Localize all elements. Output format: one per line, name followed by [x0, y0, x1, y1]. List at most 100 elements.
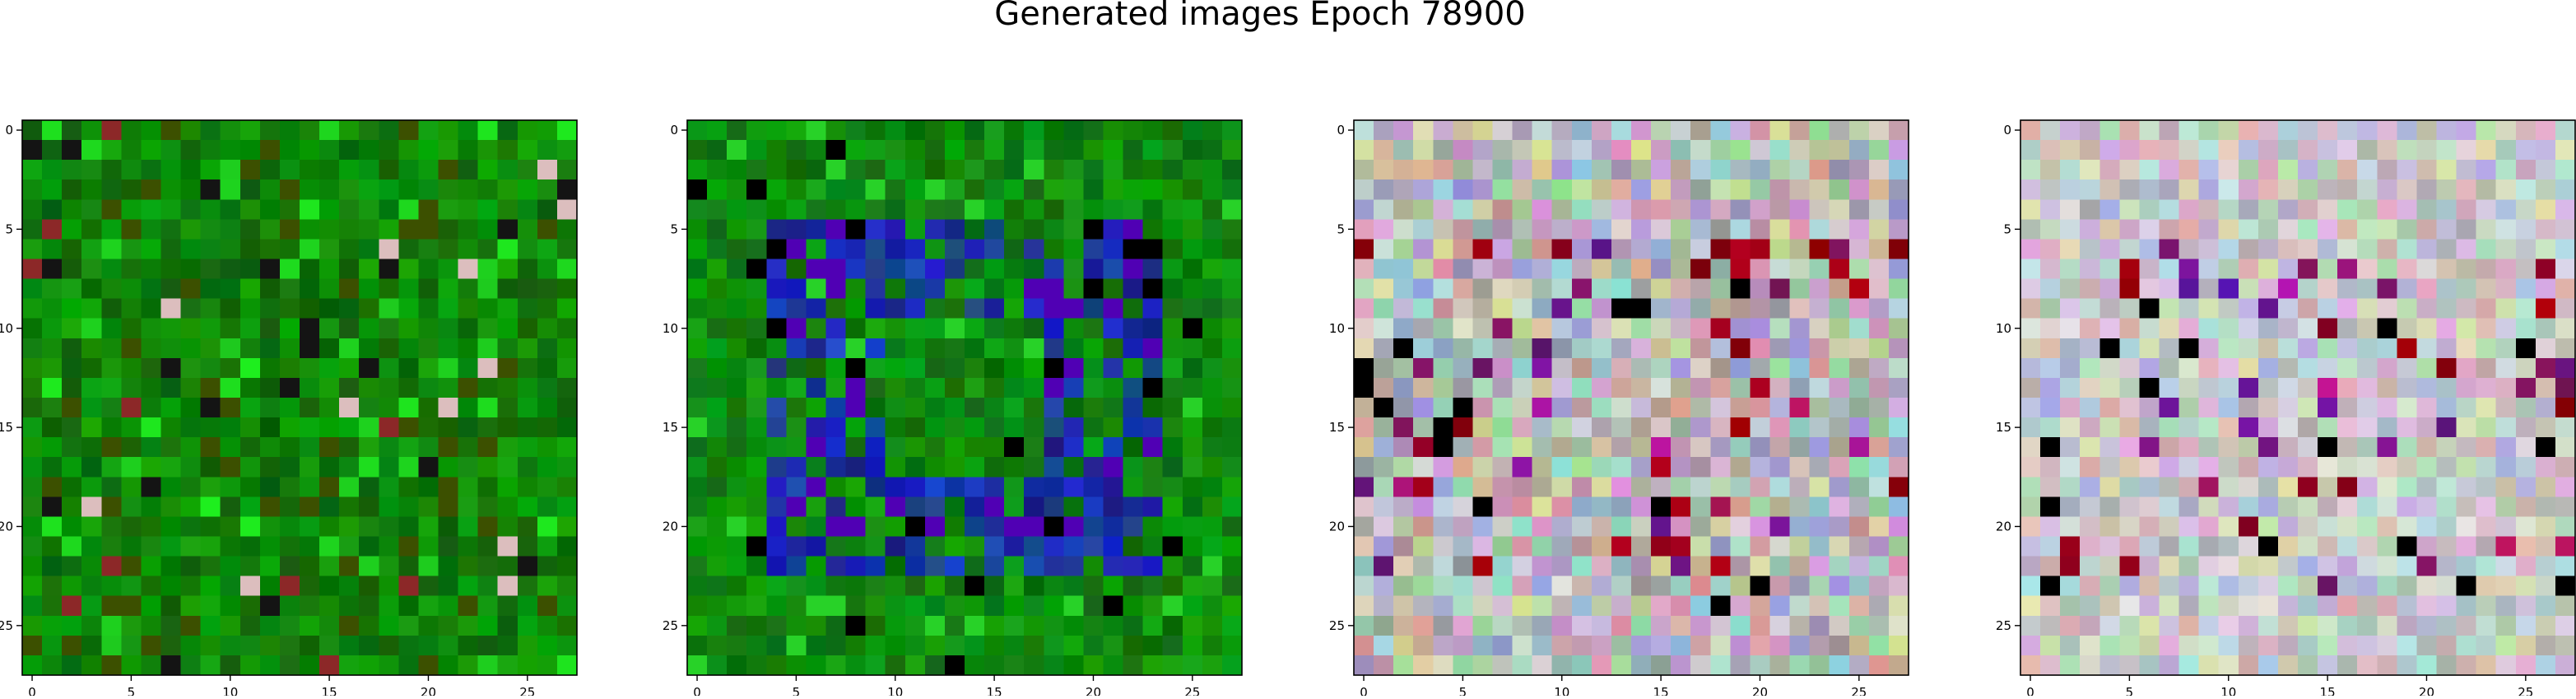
- pixel-cell: [279, 635, 300, 656]
- pixel-cell: [806, 278, 827, 300]
- pixel-cell: [279, 199, 300, 220]
- pixel-cell: [339, 318, 360, 339]
- pixel-cell: [766, 298, 787, 319]
- pixel-cell: [1044, 576, 1064, 597]
- pixel-cell: [2377, 278, 2397, 300]
- pixel-cell: [1472, 496, 1494, 518]
- pixel-cell: [300, 398, 320, 418]
- pixel-cell: [81, 239, 102, 260]
- pixel-cell: [687, 457, 708, 478]
- pixel-cell: [1611, 199, 1632, 220]
- pixel-cell: [727, 140, 747, 161]
- pixel-cell: [1868, 417, 1890, 438]
- pixel-cell: [458, 377, 479, 398]
- pixel-cell: [2456, 536, 2477, 557]
- pixel-cell: [2257, 576, 2279, 597]
- pixel-cell: [2238, 357, 2259, 379]
- pixel-cell: [2535, 160, 2556, 180]
- pixel-cell: [2456, 377, 2477, 398]
- pixel-cell: [806, 199, 827, 220]
- pixel-cell: [2178, 477, 2200, 497]
- pixel-cell: [2416, 655, 2438, 676]
- pixel-cell: [1512, 298, 1533, 319]
- pixel-cell: [1532, 298, 1553, 319]
- pixel-cell: [984, 377, 1005, 398]
- pixel-cell: [2397, 576, 2418, 597]
- pixel-cell: [1182, 516, 1203, 538]
- pixel-cell: [2178, 615, 2200, 636]
- pixel-cell: [766, 635, 787, 656]
- pixel-cell: [2198, 576, 2220, 597]
- pixel-cell: [1551, 160, 1573, 180]
- pixel-cell: [2397, 595, 2418, 617]
- pixel-cell: [1182, 457, 1203, 478]
- pixel-cell: [2337, 496, 2358, 518]
- pixel-cell: [2337, 655, 2358, 676]
- pixel-cell: [865, 615, 886, 636]
- pixel-cell: [1571, 338, 1593, 359]
- pixel-cell: [2277, 417, 2299, 438]
- pixel-cell: [418, 615, 439, 636]
- pixel-cell: [2495, 398, 2517, 418]
- pixel-cell: [2040, 635, 2061, 656]
- pixel-cell: [418, 516, 439, 538]
- pixel-cell: [924, 536, 946, 557]
- pixel-cell: [1162, 417, 1183, 438]
- pixel-cell: [786, 298, 807, 319]
- pixel-cell: [220, 278, 241, 300]
- pixel-cell: [2298, 398, 2318, 418]
- pixel-cell: [319, 595, 340, 617]
- pixel-cell: [1848, 556, 1870, 577]
- pixel-cell: [1690, 496, 1711, 518]
- pixel-cell: [42, 516, 63, 538]
- pixel-cell: [984, 259, 1005, 280]
- pixel-cell: [1848, 259, 1870, 280]
- pixel-cell: [1512, 357, 1533, 379]
- pixel-cell: [1551, 377, 1573, 398]
- pixel-cell: [2218, 595, 2239, 617]
- pixel-cell: [965, 219, 985, 240]
- pixel-cell: [556, 259, 578, 280]
- pixel-cell: [200, 219, 221, 240]
- pixel-cell: [537, 179, 558, 200]
- pixel-cell: [2178, 199, 2200, 220]
- pixel-cell: [2416, 398, 2438, 418]
- pixel-cell: [2318, 219, 2338, 240]
- pixel-cell: [2257, 635, 2279, 656]
- pixel-cell: [2218, 179, 2239, 200]
- pixel-cell: [806, 655, 827, 676]
- pixel-cell: [2218, 477, 2239, 497]
- pixel-cell: [497, 635, 518, 656]
- pixel-cell: [2060, 477, 2081, 497]
- pixel-cell: [984, 417, 1005, 438]
- pixel-cell: [965, 278, 985, 300]
- pixel-cell: [1354, 477, 1374, 497]
- pixel-cell: [1789, 199, 1811, 220]
- pixel-cell: [2555, 536, 2576, 557]
- pixel-cell: [924, 417, 946, 438]
- pixel-cell: [1374, 516, 1394, 538]
- pixel-cell: [200, 635, 221, 656]
- pixel-cell: [1413, 239, 1434, 260]
- pixel-cell: [2476, 357, 2497, 379]
- pixel-cell: [2555, 357, 2576, 379]
- pixel-cell: [687, 417, 708, 438]
- pixel-cell: [2080, 239, 2100, 260]
- pixel-cell: [220, 377, 241, 398]
- pixel-cell: [904, 140, 926, 161]
- pixel-cell: [279, 477, 300, 497]
- pixel-cell: [1591, 318, 1612, 339]
- pixel-cell: [1848, 437, 1870, 458]
- pixel-cell: [180, 259, 202, 280]
- pixel-cell: [1393, 338, 1414, 359]
- pixel-cell: [1221, 595, 1243, 617]
- pixel-cell: [687, 477, 708, 497]
- pixel-cell: [806, 615, 827, 636]
- pixel-cell: [845, 298, 867, 319]
- pixel-cell: [924, 160, 946, 180]
- pixel-cell: [239, 516, 261, 538]
- pixel-cell: [1532, 477, 1553, 497]
- pixel-cell: [2040, 377, 2061, 398]
- pixel-cell: [1690, 298, 1711, 319]
- pixel-cell: [1004, 120, 1025, 141]
